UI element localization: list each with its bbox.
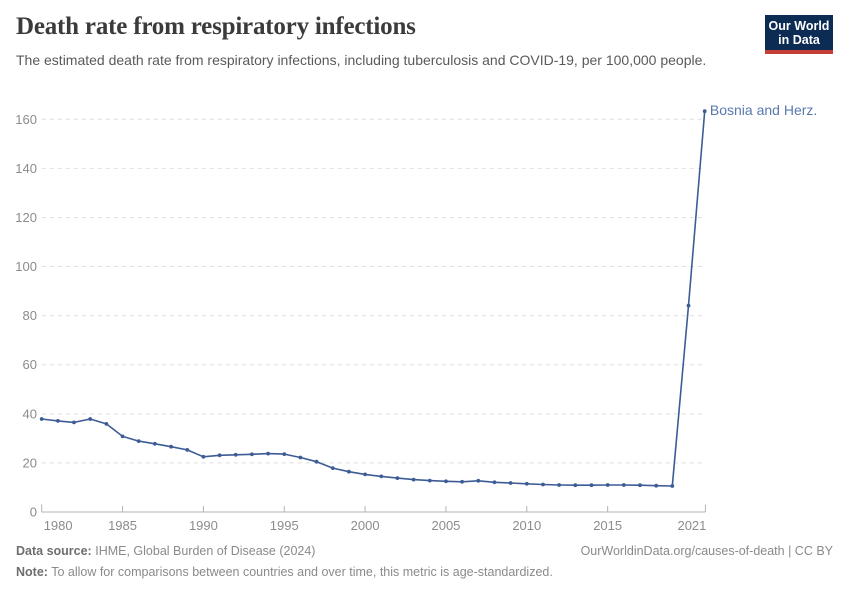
x-tick-label: 2010 [512, 518, 541, 533]
data-point [573, 483, 578, 488]
data-point [314, 459, 319, 464]
data-point [136, 439, 141, 443]
line-series [40, 110, 706, 487]
data-source-value: IHME, Global Burden of Disease (2024) [95, 544, 316, 558]
data-point [88, 417, 93, 421]
data-point [120, 434, 125, 439]
data-point [169, 444, 174, 449]
owid-logo[interactable]: Our World in Data [765, 15, 833, 54]
y-tick-label: 0 [30, 505, 37, 520]
data-point [589, 483, 594, 488]
data-point [492, 480, 497, 485]
y-tick-label: 40 [23, 406, 37, 421]
data-point [395, 476, 400, 480]
data-source-label: Data source: [16, 544, 92, 558]
data-point [557, 483, 561, 487]
y-tick-label: 140 [15, 161, 37, 176]
logo-line2: in Data [778, 33, 820, 47]
note-label: Note: [16, 565, 48, 579]
x-tick-label: 2021 [677, 518, 706, 533]
x-tick-label: 1995 [270, 518, 299, 533]
data-source-text: Data source: IHME, Global Burden of Dise… [16, 544, 315, 558]
y-tick-label: 20 [23, 455, 37, 470]
data-point [56, 419, 60, 423]
data-point [686, 303, 691, 308]
footer-link[interactable]: OurWorldinData.org/causes-of-death | CC … [580, 544, 833, 558]
data-point [217, 453, 222, 458]
data-point [72, 420, 76, 425]
y-tick-label: 160 [15, 112, 37, 127]
y-tick-label: 100 [15, 259, 37, 274]
chart-subtitle: The estimated death rate from respirator… [16, 52, 707, 68]
data-point [379, 474, 384, 479]
data-point [185, 448, 190, 452]
data-point [298, 455, 303, 460]
data-point [476, 478, 481, 483]
data-point [250, 452, 254, 457]
data-point [347, 469, 351, 474]
data-point [411, 477, 416, 482]
entity-label: Bosnia and Herz. [710, 102, 817, 118]
data-point [153, 441, 157, 446]
data-point [282, 452, 287, 456]
data-point [104, 422, 109, 426]
data-point [702, 109, 707, 114]
chart-footer: Data source: IHME, Global Burden of Dise… [16, 544, 833, 579]
data-point [654, 483, 659, 488]
data-point [670, 484, 675, 488]
data-point [201, 454, 206, 459]
x-tick-label: 1990 [189, 518, 218, 533]
data-point [233, 452, 238, 457]
data-point [39, 417, 44, 421]
data-point [330, 466, 335, 470]
data-point [363, 472, 367, 477]
data-point [427, 478, 432, 483]
note-text: Note: To allow for comparisons between c… [16, 565, 833, 579]
data-point [460, 479, 464, 484]
y-tick-label: 120 [15, 210, 37, 225]
x-tick-label: 1980 [44, 518, 73, 533]
data-point [444, 479, 448, 484]
x-tick-label: 2005 [431, 518, 460, 533]
data-point [524, 481, 529, 486]
x-tick-label: 1985 [108, 518, 137, 533]
data-point [541, 482, 545, 487]
data-point [508, 481, 513, 485]
note-value: To allow for comparisons between countri… [51, 565, 553, 579]
x-tick-label: 2015 [593, 518, 622, 533]
page-title: Death rate from respiratory infections [16, 13, 416, 40]
data-point [621, 483, 626, 487]
x-tick-label: 2000 [351, 518, 380, 533]
logo-line1: Our World [768, 19, 830, 33]
data-point [605, 483, 610, 487]
data-point [638, 483, 642, 488]
y-tick-label: 60 [23, 357, 37, 372]
y-tick-label: 80 [23, 308, 37, 323]
data-point [266, 451, 270, 456]
